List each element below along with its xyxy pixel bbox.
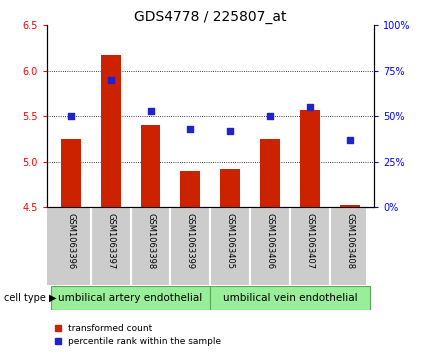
Text: GSM1063398: GSM1063398 bbox=[146, 213, 155, 269]
Bar bbox=[51, 286, 210, 310]
Text: umbilical vein endothelial: umbilical vein endothelial bbox=[223, 293, 357, 303]
Text: GSM1063396: GSM1063396 bbox=[66, 213, 75, 269]
Bar bbox=[210, 286, 370, 310]
Point bbox=[187, 126, 194, 132]
Text: GSM1063407: GSM1063407 bbox=[306, 213, 314, 269]
Bar bbox=[260, 139, 280, 207]
Bar bbox=[340, 205, 360, 207]
Text: GSM1063406: GSM1063406 bbox=[266, 213, 275, 269]
Point bbox=[267, 113, 274, 119]
Bar bbox=[220, 169, 240, 207]
Point bbox=[107, 77, 114, 83]
Text: GSM1063408: GSM1063408 bbox=[346, 213, 354, 269]
Bar bbox=[141, 125, 161, 207]
Text: GSM1063397: GSM1063397 bbox=[106, 213, 115, 269]
Text: cell type ▶: cell type ▶ bbox=[4, 293, 57, 303]
Bar bbox=[300, 110, 320, 207]
Legend: transformed count, percentile rank within the sample: transformed count, percentile rank withi… bbox=[51, 320, 224, 350]
Text: umbilical artery endothelial: umbilical artery endothelial bbox=[58, 293, 203, 303]
Point bbox=[347, 137, 354, 143]
Bar bbox=[181, 171, 201, 207]
Point bbox=[307, 104, 314, 110]
Text: GSM1063405: GSM1063405 bbox=[226, 213, 235, 269]
Point bbox=[67, 113, 74, 119]
Text: GSM1063399: GSM1063399 bbox=[186, 213, 195, 269]
Title: GDS4778 / 225807_at: GDS4778 / 225807_at bbox=[134, 11, 286, 24]
Bar bbox=[101, 55, 121, 207]
Bar bbox=[61, 139, 81, 207]
Point bbox=[147, 108, 154, 114]
Point bbox=[227, 128, 234, 134]
